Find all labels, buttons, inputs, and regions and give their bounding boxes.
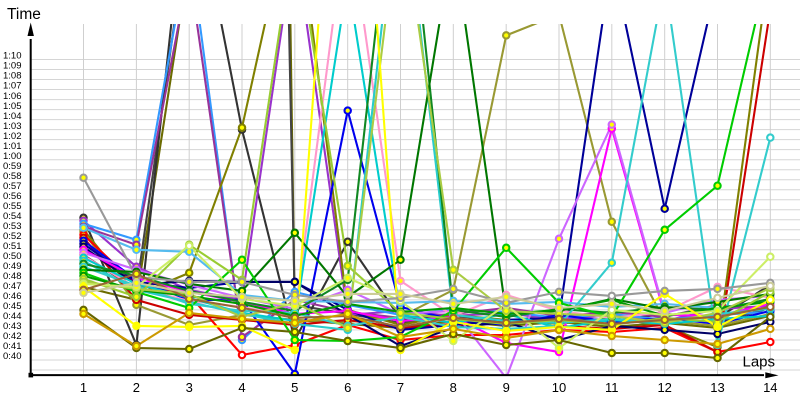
svg-text:0:40: 0:40 bbox=[3, 351, 22, 362]
svg-text:10: 10 bbox=[552, 380, 566, 395]
svg-text:11: 11 bbox=[605, 380, 619, 395]
svg-text:1: 1 bbox=[80, 380, 87, 395]
svg-text:0:53: 0:53 bbox=[3, 221, 22, 232]
svg-text:8: 8 bbox=[450, 380, 457, 395]
svg-text:0:47: 0:47 bbox=[3, 281, 22, 292]
svg-text:1:02: 1:02 bbox=[3, 131, 22, 142]
svg-text:7: 7 bbox=[397, 380, 404, 395]
svg-text:1:10: 1:10 bbox=[3, 51, 22, 62]
svg-text:12: 12 bbox=[657, 380, 671, 395]
svg-text:0:44: 0:44 bbox=[3, 311, 22, 322]
svg-text:0:59: 0:59 bbox=[3, 161, 22, 172]
svg-text:3: 3 bbox=[186, 380, 193, 395]
svg-text:0:52: 0:52 bbox=[3, 231, 22, 242]
svg-text:0:54: 0:54 bbox=[3, 211, 22, 222]
svg-text:0:48: 0:48 bbox=[3, 271, 22, 282]
svg-text:2: 2 bbox=[133, 380, 140, 395]
svg-text:1:09: 1:09 bbox=[3, 61, 22, 72]
svg-text:6: 6 bbox=[344, 380, 351, 395]
svg-text:1:03: 1:03 bbox=[3, 121, 22, 132]
svg-text:1:08: 1:08 bbox=[3, 71, 22, 82]
svg-text:0:49: 0:49 bbox=[3, 261, 22, 272]
svg-text:13: 13 bbox=[710, 380, 724, 395]
svg-text:0:41: 0:41 bbox=[3, 341, 22, 352]
svg-text:1:04: 1:04 bbox=[3, 111, 22, 122]
svg-text:0:58: 0:58 bbox=[3, 171, 22, 182]
svg-text:Laps: Laps bbox=[743, 354, 776, 371]
svg-text:1:00: 1:00 bbox=[3, 151, 22, 162]
svg-text:9: 9 bbox=[503, 380, 510, 395]
svg-text:1:05: 1:05 bbox=[3, 101, 22, 112]
svg-text:0:45: 0:45 bbox=[3, 301, 22, 312]
svg-text:0:50: 0:50 bbox=[3, 251, 22, 262]
svg-text:0:42: 0:42 bbox=[3, 331, 22, 342]
svg-text:14: 14 bbox=[763, 380, 777, 395]
svg-text:0:57: 0:57 bbox=[3, 181, 22, 192]
svg-text:1:07: 1:07 bbox=[3, 81, 22, 92]
svg-text:0:51: 0:51 bbox=[3, 241, 22, 252]
svg-text:1:06: 1:06 bbox=[3, 91, 22, 102]
svg-text:0:56: 0:56 bbox=[3, 191, 22, 202]
svg-text:5: 5 bbox=[291, 380, 298, 395]
svg-text:4: 4 bbox=[238, 380, 245, 395]
svg-text:1:01: 1:01 bbox=[3, 141, 22, 152]
svg-text:0:43: 0:43 bbox=[3, 321, 22, 332]
svg-text:0:46: 0:46 bbox=[3, 291, 22, 302]
svg-text:0:55: 0:55 bbox=[3, 201, 22, 212]
svg-text:Time: Time bbox=[7, 6, 41, 23]
